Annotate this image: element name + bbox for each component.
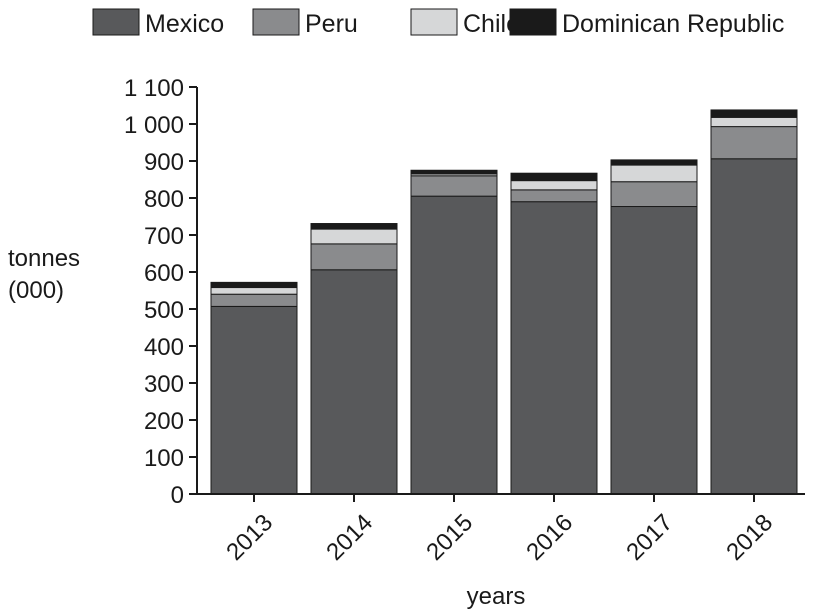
y-axis-title-line-1: tonnes [8,245,80,272]
bar-2015-dominican-republic [410,169,498,175]
bar-2018-chile [710,116,798,128]
bar-2017-peru [610,181,698,208]
y-tick-label-200: 200 [144,408,184,435]
legend-label-dominican-republic: Dominican Republic [562,10,784,38]
legend-swatch-peru [252,8,300,36]
bar-2014-chile [310,228,398,245]
bar-2015-peru [410,175,498,197]
bar-2013-chile [210,287,298,295]
x-tick-label-2017: 2017 [621,509,678,566]
x-tick-label-2018: 2018 [721,509,778,566]
bar-2014-dominican-republic [310,223,398,230]
bar-2014-peru [310,243,398,271]
bar-2018-mexico [710,158,798,495]
y-tick-label-1000: 1 000 [124,112,184,139]
bar-2013-mexico [210,305,298,495]
bar-2016-mexico [510,201,598,495]
y-tick-label-0: 0 [171,482,184,509]
legend: Mexico Peru Chile Dominican Republic [92,8,784,38]
bar-2017-dominican-republic [610,159,698,166]
x-tick-label-2013: 2013 [221,509,278,566]
bar-2018-dominican-republic [710,109,798,118]
y-tick-label-500: 500 [144,297,184,324]
x-tick-label-2015: 2015 [421,509,478,566]
bar-2013-dominican-republic [210,281,298,289]
bars [210,109,798,495]
bar-2017-chile [610,164,698,183]
y-tick-label-600: 600 [144,260,184,287]
bar-2016-chile [510,180,598,191]
legend-label-mexico: Mexico [145,10,224,38]
legend-swatch-chile [410,8,458,36]
x-tick-label-2014: 2014 [321,509,378,566]
y-tick-label-100: 100 [144,445,184,472]
legend-label-peru: Peru [305,10,358,38]
bar-2017-mexico [610,206,698,495]
y-tick-label-800: 800 [144,186,184,213]
y-axis-title-line-2: (000) [8,277,64,304]
y-tick-label-300: 300 [144,371,184,398]
y-tick-label-700: 700 [144,223,184,250]
y-axis-title: tonnes (000) [8,245,80,304]
y-tick-label-900: 900 [144,149,184,176]
y-tick-label-1100: 1 100 [124,75,184,102]
legend-swatch-dominican-republic [509,8,557,36]
legend-swatch-mexico [92,8,140,36]
y-tick-label-400: 400 [144,334,184,361]
bar-2014-mexico [310,269,398,495]
bar-2018-peru [710,126,798,160]
bar-2015-mexico [410,195,498,495]
bar-2016-dominican-republic [510,172,598,182]
bar-2013-peru [210,293,298,307]
x-axis-title: years [467,583,526,610]
x-tick-label-2016: 2016 [521,509,578,566]
bar-2016-peru [510,189,598,203]
